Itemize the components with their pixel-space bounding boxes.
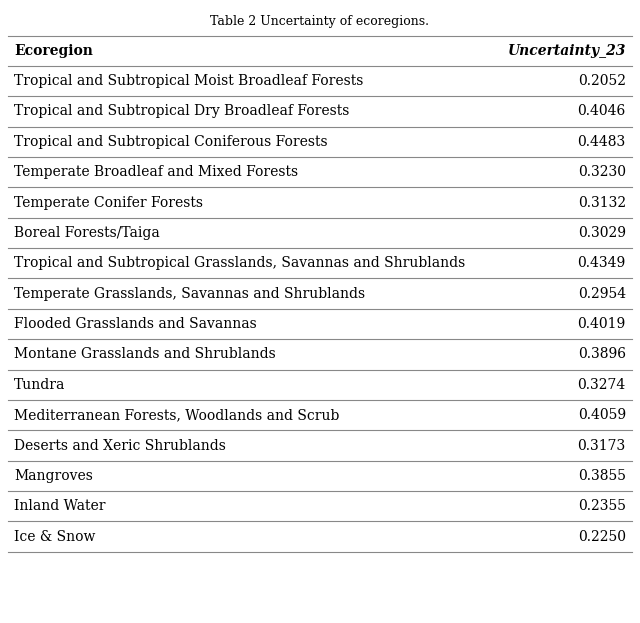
Text: Tropical and Subtropical Coniferous Forests: Tropical and Subtropical Coniferous Fore… (14, 135, 328, 149)
Text: 0.3173: 0.3173 (578, 439, 626, 452)
Text: 0.3855: 0.3855 (578, 469, 626, 483)
Text: 0.4059: 0.4059 (578, 408, 626, 422)
Text: Boreal Forests/Taiga: Boreal Forests/Taiga (14, 226, 160, 240)
Text: Temperate Broadleaf and Mixed Forests: Temperate Broadleaf and Mixed Forests (14, 165, 298, 179)
Text: Ice & Snow: Ice & Snow (14, 530, 95, 544)
Text: 0.3896: 0.3896 (578, 348, 626, 361)
Text: Tropical and Subtropical Dry Broadleaf Forests: Tropical and Subtropical Dry Broadleaf F… (14, 105, 349, 118)
Text: Temperate Grasslands, Savannas and Shrublands: Temperate Grasslands, Savannas and Shrub… (14, 287, 365, 301)
Text: Uncertainty_23: Uncertainty_23 (508, 44, 626, 58)
Text: 0.2052: 0.2052 (578, 74, 626, 88)
Text: Table 2 Uncertainty of ecoregions.: Table 2 Uncertainty of ecoregions. (211, 15, 429, 28)
Text: Mangroves: Mangroves (14, 469, 93, 483)
Text: Mediterranean Forests, Woodlands and Scrub: Mediterranean Forests, Woodlands and Scr… (14, 408, 339, 422)
Text: 0.2250: 0.2250 (578, 530, 626, 544)
Text: 0.4046: 0.4046 (578, 105, 626, 118)
Text: 0.3132: 0.3132 (578, 196, 626, 209)
Text: 0.2954: 0.2954 (578, 287, 626, 301)
Text: Temperate Conifer Forests: Temperate Conifer Forests (14, 196, 203, 209)
Text: Deserts and Xeric Shrublands: Deserts and Xeric Shrublands (14, 439, 226, 452)
Text: Tropical and Subtropical Moist Broadleaf Forests: Tropical and Subtropical Moist Broadleaf… (14, 74, 364, 88)
Text: Tundra: Tundra (14, 378, 65, 392)
Text: 0.3029: 0.3029 (578, 226, 626, 240)
Text: Tropical and Subtropical Grasslands, Savannas and Shrublands: Tropical and Subtropical Grasslands, Sav… (14, 256, 465, 270)
Text: Ecoregion: Ecoregion (14, 44, 93, 58)
Text: 0.4019: 0.4019 (578, 317, 626, 331)
Text: 0.3274: 0.3274 (578, 378, 626, 392)
Text: 0.3230: 0.3230 (578, 165, 626, 179)
Text: 0.2355: 0.2355 (578, 499, 626, 513)
Text: 0.4349: 0.4349 (578, 256, 626, 270)
Text: 0.4483: 0.4483 (578, 135, 626, 149)
Text: Inland Water: Inland Water (14, 499, 106, 513)
Text: Montane Grasslands and Shrublands: Montane Grasslands and Shrublands (14, 348, 276, 361)
Text: Flooded Grasslands and Savannas: Flooded Grasslands and Savannas (14, 317, 257, 331)
